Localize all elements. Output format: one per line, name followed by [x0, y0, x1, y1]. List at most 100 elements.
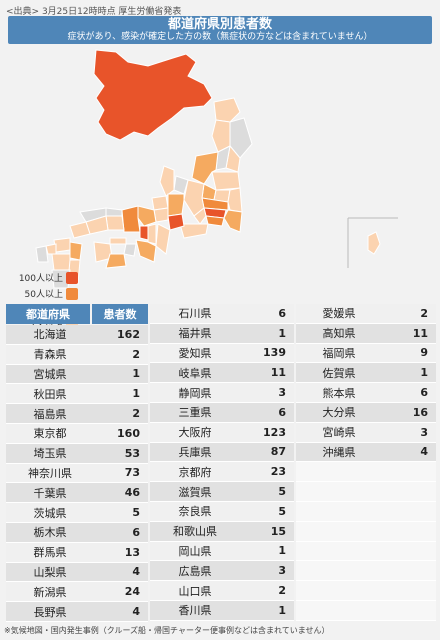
map-region-okinawa	[367, 231, 381, 255]
table-row: 新潟県 24	[6, 582, 148, 603]
prefecture-name: 大阪府	[178, 426, 212, 440]
prefecture-name: 佐賀県	[322, 366, 356, 380]
map-region-aichi	[167, 213, 185, 231]
map-region-tokushima	[123, 243, 137, 257]
patient-count: 6	[132, 525, 140, 539]
prefecture-name: 三重県	[178, 406, 212, 420]
table-row-empty	[296, 521, 436, 542]
patient-count: 1	[132, 387, 140, 401]
table-row: 宮崎県 3	[296, 422, 436, 443]
prefecture-name: 秋田県	[33, 387, 67, 401]
table-row: 長野県 4	[6, 602, 148, 622]
title-banner: 都道府県別患者数 症状があり、感染が確定した方の数（無症状の方などは含まれていま…	[8, 16, 432, 44]
patient-count: 5	[278, 504, 286, 518]
patient-count: 1	[278, 544, 286, 558]
table-header-row: 都道府県 患者数	[6, 304, 148, 324]
source-line: <出典> 3月25日12時時点 厚生労働省発表	[6, 7, 182, 17]
patient-count: 11	[412, 326, 428, 340]
table-column-2: 石川県 6 福井県 1 愛知県 139 岐阜県 11 静岡県 3 三重県 6 大阪府 123 兵庫県 87 京都…	[150, 304, 294, 621]
table-column-3: 愛媛県 2 高知県 11 福岡県 9 佐賀県 1 熊本県 6 大分県 16 宮崎県 3 沖縄県 4	[296, 304, 436, 621]
table-column-1: 都道府県 患者数 北海道 162 青森県 2 宮城県 1 秋田県 1 福島県 2 東京都 160 埼玉県…	[6, 304, 148, 622]
patient-count: 73	[124, 466, 140, 480]
patient-count: 15	[270, 524, 286, 538]
prefecture-name: 岐阜県	[178, 366, 212, 380]
patient-count: 53	[124, 446, 140, 460]
prefecture-name: 熊本県	[322, 386, 356, 400]
patient-count: 2	[132, 407, 140, 421]
footer-note: ※気候地図・国内発生事例（クルーズ船・帰国チャーター便事例などは含まれていません…	[4, 626, 330, 635]
patient-count: 1	[278, 603, 286, 617]
patient-count: 13	[124, 545, 140, 559]
map-region-yamaguchi	[69, 221, 91, 239]
map-region-nara	[147, 223, 157, 245]
table-row-empty	[296, 541, 436, 562]
map-region-gifu	[167, 193, 185, 217]
japan-map-svg	[35, 49, 398, 289]
prefecture-name: 千葉県	[33, 486, 67, 500]
table-row: 佐賀県 1	[296, 363, 436, 384]
japan-map: 100人以上50人以上10人以上1人以上報告なし	[8, 48, 432, 348]
table-row: 京都府 23	[150, 462, 294, 483]
prefecture-name: 香川県	[178, 604, 212, 618]
prefecture-name: 埼玉県	[33, 447, 67, 461]
table-row: 山口県 2	[150, 581, 294, 601]
header-patient-count: 患者数	[92, 304, 148, 324]
legend-label: 50人以上	[24, 290, 63, 300]
table-row: 兵庫県 87	[150, 442, 294, 463]
table-row: 熊本県 6	[296, 383, 436, 403]
prefecture-name: 京都府	[178, 465, 212, 479]
patient-count: 4	[132, 605, 140, 619]
prefecture-name: 岡山県	[178, 544, 212, 558]
patient-count: 5	[132, 506, 140, 520]
patient-count: 24	[124, 585, 140, 599]
prefecture-name: 長野県	[33, 605, 67, 619]
prefecture-name: 愛知県	[178, 346, 212, 360]
table-row: 群馬県 13	[6, 542, 148, 563]
table-row: 福島県 2	[6, 404, 148, 424]
patient-count: 2	[278, 584, 286, 598]
page-subtitle: 症状があり、感染が確定した方の数（無症状の方などは含まれていません）	[67, 32, 373, 42]
table-row: 栃木県 6	[6, 522, 148, 543]
table-row: 高知県 11	[296, 323, 436, 344]
map-region-kagawa	[109, 237, 127, 245]
header-prefecture: 都道府県	[6, 304, 90, 324]
map-region-hyogo	[121, 205, 141, 233]
map-region-nagasaki	[35, 245, 49, 263]
map-region-fukushima	[211, 171, 241, 191]
table-row: 東京都 160	[6, 423, 148, 444]
patient-count: 6	[420, 386, 428, 400]
map-region-tottori	[105, 207, 123, 217]
table-row: 愛知県 139	[150, 343, 294, 364]
prefecture-name: 福岡県	[322, 346, 356, 360]
table-row: 福井県 1	[150, 323, 294, 344]
map-region-wakayama	[135, 239, 157, 263]
table-row: 福岡県 9	[296, 343, 436, 364]
table-row: 埼玉県 53	[6, 443, 148, 464]
patient-count: 3	[420, 425, 428, 439]
table-row-empty	[296, 561, 436, 582]
legend-item: 100人以上	[14, 270, 78, 285]
prefecture-name: 北海道	[33, 328, 67, 342]
prefecture-name: 東京都	[33, 427, 67, 441]
patient-count: 1	[420, 366, 428, 380]
patient-count: 46	[124, 486, 140, 500]
table-row-empty	[296, 501, 436, 522]
prefecture-name: 広島県	[178, 564, 212, 578]
patient-count: 1	[132, 367, 140, 381]
table-row: 宮城県 1	[6, 364, 148, 385]
patient-count: 160	[117, 426, 140, 440]
prefecture-name: 福島県	[33, 407, 67, 421]
patient-count: 9	[420, 346, 428, 360]
map-region-niigata	[191, 151, 219, 185]
map-region-ishikawa	[159, 165, 175, 197]
prefecture-name: 福井県	[178, 327, 212, 341]
patient-count: 139	[263, 346, 286, 360]
map-region-kyoto	[137, 205, 157, 227]
patient-count: 23	[270, 465, 286, 479]
map-region-aomori	[213, 97, 241, 123]
patient-count: 3	[278, 386, 286, 400]
patient-count: 123	[263, 425, 286, 439]
page-title: 都道府県別患者数	[167, 17, 272, 32]
prefecture-name: 滋賀県	[178, 485, 212, 499]
map-region-shizuoka	[179, 223, 209, 239]
